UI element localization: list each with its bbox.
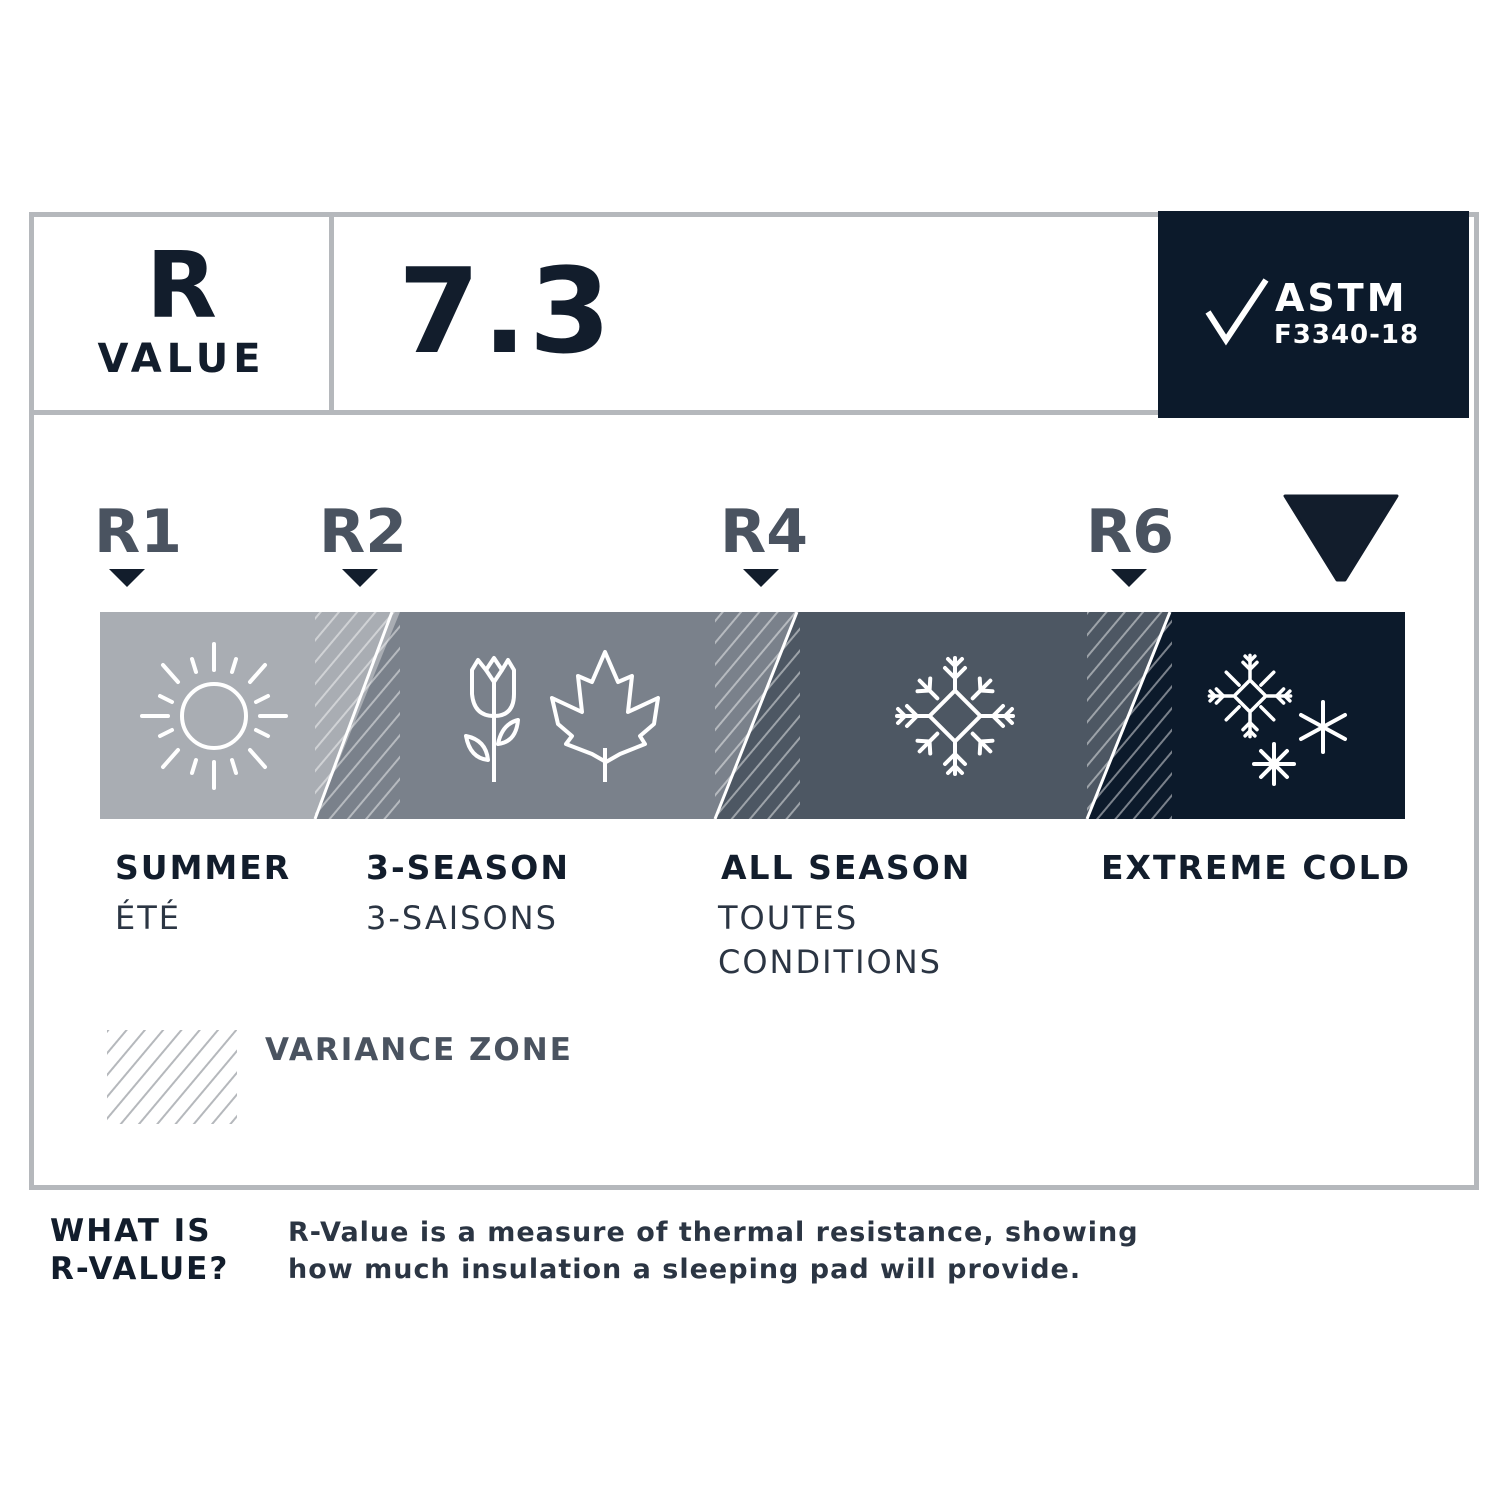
marker-r4: R4: [720, 497, 808, 567]
zone-label-all-season-fr-1: TOUTES: [718, 899, 859, 937]
marker-r1: R1: [94, 497, 182, 567]
zone-label-all-season-fr-2: CONDITIONS: [718, 943, 942, 981]
marker-r2: R2: [319, 497, 407, 567]
zone-label-extreme-cold: EXTREME COLD: [1101, 848, 1412, 887]
r-value-description: R-Value is a measure of thermal resistan…: [288, 1214, 1139, 1288]
zone-label-3-season-fr: 3-SAISONS: [366, 899, 558, 937]
astm-name: ASTM: [1275, 276, 1408, 320]
tulip-icon: [464, 656, 520, 782]
marker-triangle: [1111, 569, 1147, 587]
zone-label-all-season: ALL SEASON: [721, 848, 972, 887]
description-line: how much insulation a sleeping pad will …: [288, 1254, 1082, 1285]
r-label: R: [146, 232, 217, 339]
zone-extreme-cold: [1172, 612, 1405, 819]
marker-r6: R6: [1086, 497, 1174, 567]
marker-triangle: [743, 569, 779, 587]
zone-label-summer-fr: ÉTÉ: [115, 899, 181, 937]
variance-zone-swatch: [107, 1030, 237, 1124]
insulation-scale-bar: [100, 612, 1405, 819]
snowflake-icon: [895, 656, 1015, 776]
current-value-indicator: [1283, 494, 1399, 582]
marker-triangle: [109, 569, 145, 587]
label-frame: [29, 212, 1479, 1190]
astm-standard: F3340-18: [1274, 320, 1420, 350]
r-value: 7.3: [398, 242, 614, 380]
divider: [29, 410, 1159, 415]
marker-triangle: [342, 569, 378, 587]
divider: [329, 212, 334, 412]
maple-leaf-icon: [550, 650, 660, 782]
what-is-heading: WHAT IS R-VALUE?: [50, 1212, 229, 1288]
zone-label-summer: SUMMER: [115, 848, 292, 887]
sun-icon: [140, 642, 288, 790]
heading-line: WHAT IS: [50, 1213, 212, 1249]
snowflakes-icon: [1207, 653, 1347, 786]
checkmark-icon: [1205, 278, 1269, 346]
description-line: R-Value is a measure of thermal resistan…: [288, 1217, 1139, 1248]
variance-zone-label: VARIANCE ZONE: [265, 1032, 573, 1068]
heading-line: R-VALUE?: [50, 1251, 230, 1287]
value-label: VALUE: [97, 336, 266, 382]
zone-label-3-season: 3-SEASON: [366, 848, 570, 887]
